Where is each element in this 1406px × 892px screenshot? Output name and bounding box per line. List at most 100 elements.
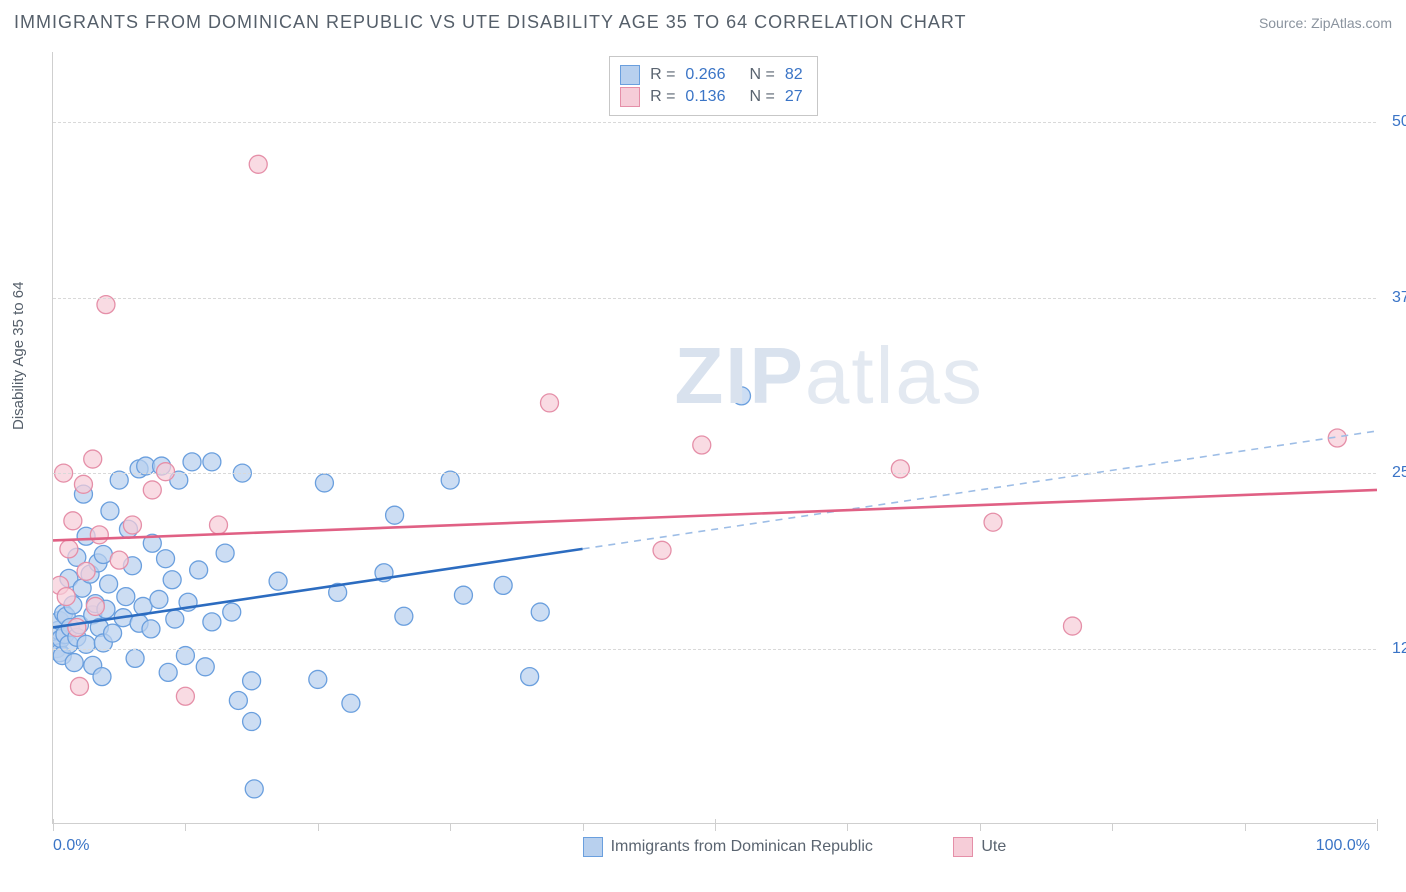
scatter-point — [163, 571, 181, 589]
scatter-point — [77, 635, 95, 653]
y-tick-label: 50.0% — [1382, 113, 1406, 131]
scatter-point — [68, 618, 86, 636]
scatter-point — [190, 561, 208, 579]
scatter-point — [86, 597, 104, 615]
y-tick-label: 37.5% — [1382, 289, 1406, 307]
series — [53, 387, 750, 798]
x-tick-label: 100.0% — [1316, 837, 1370, 855]
scatter-point — [77, 562, 95, 580]
y-axis-label: Disability Age 35 to 64 — [10, 282, 27, 430]
x-tick — [1377, 819, 1378, 831]
scatter-point — [541, 394, 559, 412]
y-tick-label: 12.5% — [1382, 640, 1406, 658]
scatter-point — [60, 540, 78, 558]
chart-header: IMMIGRANTS FROM DOMINICAN REPUBLIC VS UT… — [14, 12, 1392, 33]
scatter-chart-svg — [53, 52, 1377, 824]
scatter-point — [210, 516, 228, 534]
scatter-point — [245, 780, 263, 798]
legend-n-value: 27 — [785, 88, 803, 106]
gridline — [53, 298, 1376, 299]
scatter-point — [521, 668, 539, 686]
scatter-point — [166, 610, 184, 628]
scatter-point — [342, 694, 360, 712]
scatter-point — [203, 613, 221, 631]
scatter-point — [157, 463, 175, 481]
scatter-point — [386, 506, 404, 524]
x-tick — [450, 823, 451, 831]
scatter-point — [123, 516, 141, 534]
scatter-point — [196, 658, 214, 676]
chart-title: IMMIGRANTS FROM DOMINICAN REPUBLIC VS UT… — [14, 12, 967, 33]
scatter-point — [70, 677, 88, 695]
x-tick — [1245, 823, 1246, 831]
watermark: ZIPatlas — [674, 330, 983, 422]
scatter-point — [243, 713, 261, 731]
scatter-point — [117, 588, 135, 606]
source-value: ZipAtlas.com — [1311, 15, 1392, 31]
scatter-point — [653, 541, 671, 559]
scatter-point — [100, 575, 118, 593]
scatter-point — [93, 668, 111, 686]
x-tick — [980, 823, 981, 831]
correlation-legend: R = 0.266 N = 82R = 0.136 N = 27 — [609, 56, 818, 116]
scatter-point — [126, 649, 144, 667]
scatter-point — [243, 672, 261, 690]
scatter-point — [104, 624, 122, 642]
scatter-point — [84, 450, 102, 468]
series-legend-item: Ute — [953, 837, 1006, 857]
legend-n-label: N = — [749, 66, 774, 84]
gridline — [53, 473, 1376, 474]
scatter-point — [249, 155, 267, 173]
legend-r-label: R = — [650, 66, 675, 84]
series — [53, 155, 1346, 705]
scatter-point — [984, 513, 1002, 531]
legend-label: Immigrants from Dominican Republic — [611, 838, 873, 856]
scatter-point — [203, 453, 221, 471]
scatter-point — [176, 687, 194, 705]
scatter-point — [142, 620, 160, 638]
y-tick-label: 25.0% — [1382, 464, 1406, 482]
scatter-point — [90, 526, 108, 544]
x-tick — [847, 823, 848, 831]
scatter-point — [143, 481, 161, 499]
scatter-point — [693, 436, 711, 454]
scatter-point — [216, 544, 234, 562]
x-tick — [715, 819, 716, 831]
x-tick — [318, 823, 319, 831]
gridline — [53, 649, 1376, 650]
scatter-point — [157, 550, 175, 568]
plot-area: ZIPatlas12.5%25.0%37.5%50.0%0.0%100.0%R … — [52, 52, 1376, 824]
scatter-point — [315, 474, 333, 492]
legend-swatch — [620, 87, 640, 107]
scatter-point — [101, 502, 119, 520]
scatter-point — [1063, 617, 1081, 635]
legend-row: R = 0.266 N = 82 — [620, 65, 803, 85]
scatter-point — [223, 603, 241, 621]
scatter-point — [183, 453, 201, 471]
x-tick — [185, 823, 186, 831]
scatter-point — [395, 607, 413, 625]
scatter-point — [494, 576, 512, 594]
scatter-point — [74, 475, 92, 493]
legend-r-value: 0.136 — [685, 88, 725, 106]
scatter-point — [531, 603, 549, 621]
series-legend-item: Immigrants from Dominican Republic — [583, 837, 873, 857]
trend-line — [53, 490, 1377, 541]
legend-row: R = 0.136N = 27 — [620, 87, 803, 107]
legend-n-label: N = — [749, 88, 774, 106]
scatter-point — [159, 663, 177, 681]
scatter-point — [891, 460, 909, 478]
x-tick — [1112, 823, 1113, 831]
legend-label: Ute — [981, 838, 1006, 856]
x-tick-label: 0.0% — [53, 837, 89, 855]
chart-source: Source: ZipAtlas.com — [1259, 15, 1392, 31]
legend-n-value: 82 — [785, 66, 803, 84]
scatter-point — [57, 588, 75, 606]
legend-r-value: 0.266 — [685, 66, 725, 84]
scatter-point — [229, 691, 247, 709]
source-label: Source: — [1259, 15, 1307, 31]
legend-swatch — [620, 65, 640, 85]
scatter-point — [269, 572, 287, 590]
scatter-point — [110, 551, 128, 569]
scatter-point — [454, 586, 472, 604]
